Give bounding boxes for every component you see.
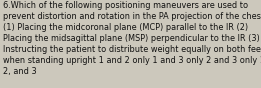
Text: 6.Which of the following positioning maneuvers are used to
prevent distortion an: 6.Which of the following positioning man…: [3, 1, 261, 76]
